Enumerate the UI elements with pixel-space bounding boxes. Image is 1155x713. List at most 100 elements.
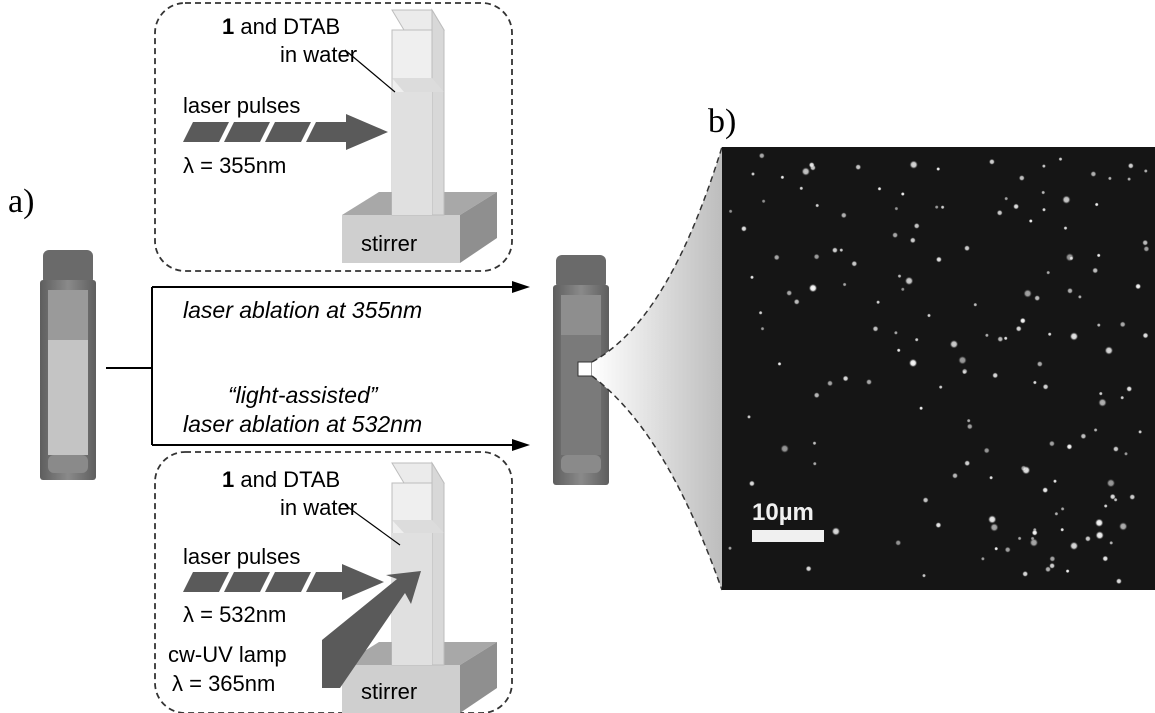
particle bbox=[750, 275, 754, 280]
particle bbox=[1004, 196, 1009, 201]
particle bbox=[751, 172, 755, 176]
particle bbox=[1065, 253, 1075, 262]
particle bbox=[964, 245, 970, 252]
particle bbox=[1020, 465, 1027, 472]
branch-connector bbox=[106, 286, 520, 446]
particle bbox=[1107, 176, 1112, 181]
particle bbox=[1034, 295, 1041, 302]
particle bbox=[1060, 506, 1065, 511]
particle bbox=[842, 282, 847, 287]
particle bbox=[1077, 294, 1082, 299]
particle bbox=[1124, 451, 1128, 456]
particle bbox=[900, 287, 905, 292]
particle bbox=[851, 260, 858, 267]
particle bbox=[922, 573, 926, 578]
particle bbox=[1127, 177, 1132, 182]
particle bbox=[1058, 157, 1063, 162]
particle bbox=[988, 515, 997, 524]
particle bbox=[877, 186, 882, 191]
particle bbox=[1098, 398, 1107, 407]
particle bbox=[980, 556, 985, 561]
lower-arrowhead bbox=[512, 439, 530, 451]
particle bbox=[813, 392, 820, 399]
particle bbox=[1119, 321, 1126, 328]
scale-bar bbox=[752, 530, 824, 542]
panel-label-a: a) bbox=[8, 183, 34, 220]
particle bbox=[984, 333, 989, 338]
particle bbox=[827, 380, 833, 387]
bottom-leader-line bbox=[344, 504, 401, 546]
particle bbox=[801, 167, 810, 176]
particle bbox=[1017, 536, 1022, 541]
particle bbox=[1032, 380, 1037, 385]
particle bbox=[966, 418, 971, 423]
particle bbox=[1047, 332, 1052, 337]
bottom-inset: stirrer 1 and DTAB in water laser pulses… bbox=[154, 451, 513, 713]
particle bbox=[777, 361, 782, 366]
particle bbox=[896, 348, 901, 353]
particle bbox=[812, 441, 817, 446]
particle bbox=[1093, 428, 1098, 432]
particle bbox=[1143, 245, 1150, 252]
particle bbox=[983, 447, 990, 454]
particle bbox=[989, 475, 994, 480]
particle bbox=[961, 368, 968, 375]
particle bbox=[1028, 219, 1033, 223]
particle bbox=[894, 206, 899, 211]
particle bbox=[747, 414, 751, 419]
zoom-line-top bbox=[591, 146, 723, 363]
particle bbox=[1096, 253, 1101, 258]
particle bbox=[1069, 332, 1079, 341]
particle bbox=[908, 358, 918, 368]
particle bbox=[1031, 529, 1038, 536]
particle bbox=[964, 460, 971, 467]
particle bbox=[1042, 383, 1049, 390]
top-solvent-text: in water bbox=[280, 42, 357, 67]
particle bbox=[1054, 511, 1059, 516]
bottom-laser-label: laser pulses bbox=[183, 544, 300, 569]
particle bbox=[866, 379, 872, 385]
bottom-stirrer-label: stirrer bbox=[361, 679, 417, 704]
particle bbox=[900, 192, 905, 196]
particle bbox=[1048, 440, 1055, 447]
particle bbox=[1046, 270, 1051, 275]
particle bbox=[1004, 546, 1011, 553]
particle bbox=[1109, 493, 1116, 500]
particle bbox=[913, 222, 920, 229]
particle bbox=[927, 313, 931, 318]
particle bbox=[934, 205, 939, 210]
bottom-laser-pulses bbox=[183, 564, 384, 600]
particle bbox=[897, 274, 902, 279]
particle bbox=[1022, 570, 1029, 577]
particle bbox=[1109, 540, 1114, 545]
particle bbox=[997, 336, 1004, 343]
particle bbox=[740, 225, 747, 232]
particle bbox=[1067, 287, 1073, 294]
bottom-sample-text: 1 and DTAB bbox=[222, 467, 340, 492]
particle bbox=[1045, 566, 1051, 573]
particle bbox=[780, 444, 789, 453]
upper-arrow-label: laser ablation at 355nm bbox=[183, 297, 422, 323]
panel-label-b: b) bbox=[708, 103, 736, 140]
micrograph-background bbox=[722, 147, 1155, 590]
lower-arrow-label-line2: laser ablation at 532nm bbox=[183, 411, 422, 437]
particle bbox=[1084, 535, 1091, 542]
particle bbox=[1142, 239, 1149, 246]
particle bbox=[952, 472, 958, 479]
lamp-wavelength: λ = 365nm bbox=[172, 671, 275, 696]
particle bbox=[1112, 446, 1119, 452]
particle bbox=[773, 254, 780, 261]
bottom-inset-border bbox=[154, 451, 513, 713]
particle bbox=[1129, 494, 1136, 500]
particle bbox=[1003, 336, 1008, 341]
particle bbox=[840, 212, 847, 219]
particle bbox=[1095, 518, 1104, 527]
particle bbox=[760, 326, 765, 331]
micrograph: 10µm bbox=[722, 147, 1155, 590]
particle bbox=[992, 372, 999, 379]
top-cuvette bbox=[391, 8, 445, 216]
particle bbox=[839, 248, 844, 253]
particle bbox=[1092, 267, 1099, 274]
bottom-wavelength: λ = 532nm bbox=[183, 602, 286, 627]
